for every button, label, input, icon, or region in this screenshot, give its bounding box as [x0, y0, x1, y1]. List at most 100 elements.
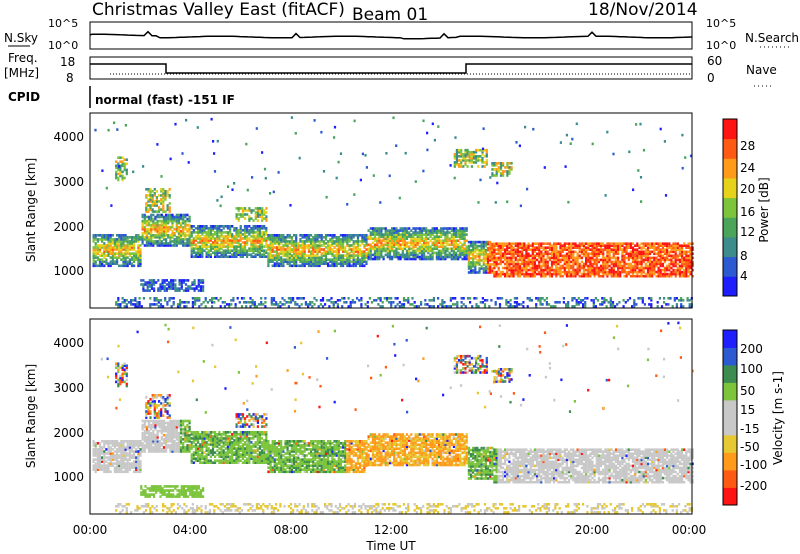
heatmap-cell — [646, 244, 650, 247]
heatmap-cell — [250, 209, 253, 212]
heatmap-cell — [98, 244, 102, 247]
heatmap-cell — [636, 244, 639, 247]
heatmap-cell — [668, 252, 671, 256]
heatmap-cell — [288, 262, 291, 265]
heatmap-cell — [134, 299, 137, 302]
heatmap-cell — [408, 235, 411, 238]
heatmap-cell — [202, 287, 205, 290]
heatmap-cell — [527, 264, 530, 268]
heatmap-cell — [453, 153, 456, 156]
heatmap-cell — [253, 301, 256, 304]
heatmap-cell — [619, 274, 622, 278]
heatmap-cell — [249, 301, 252, 304]
heatmap-cell — [552, 305, 555, 308]
heatmap-cell — [384, 243, 387, 247]
heatmap-cell — [623, 274, 626, 278]
heatmap-cell — [663, 272, 667, 276]
heatmap-cell — [173, 215, 176, 219]
heatmap-cell — [462, 303, 465, 306]
heatmap-cell — [501, 256, 505, 260]
heatmap-cell — [485, 150, 488, 154]
heatmap-cell — [447, 305, 450, 308]
heatmap-cell — [115, 170, 118, 174]
heatmap-cell — [120, 252, 123, 255]
heatmap-cell — [378, 249, 381, 253]
heatmap-cell — [546, 254, 549, 258]
heatmap-cell — [627, 266, 630, 270]
heatmap-cell — [239, 253, 242, 256]
heatmap-cell — [561, 244, 564, 247]
heatmap-cell — [319, 299, 322, 302]
heatmap-cell — [672, 270, 675, 274]
heatmap-cell — [103, 452, 106, 455]
heatmap-cell — [318, 244, 321, 247]
heatmap-cell — [312, 242, 315, 245]
heatmap-cell — [685, 252, 688, 256]
heatmap-cell — [107, 450, 110, 453]
heatmap-cell — [442, 227, 445, 230]
heatmap-cell — [360, 303, 363, 306]
heatmap-cell — [178, 279, 181, 282]
heatmap-cell — [155, 297, 158, 300]
heatmap-cell — [109, 470, 112, 474]
heatmap-cell — [414, 229, 417, 232]
power-colorbar-swatch — [723, 158, 737, 179]
heatmap-cell — [120, 236, 123, 239]
heatmap-cell — [572, 270, 575, 274]
heatmap-cell — [648, 297, 651, 300]
heatmap-cell — [152, 234, 155, 237]
heatmap-cell — [143, 219, 146, 223]
heatmap-cell — [542, 242, 545, 245]
heatmap-cell — [170, 305, 173, 308]
heatmap-cell — [175, 236, 178, 239]
heatmap-cell — [178, 287, 181, 290]
heatmap-cell — [243, 297, 246, 300]
heatmap-cell — [267, 238, 270, 241]
heatmap-cell — [523, 258, 526, 262]
heatmap-cell — [331, 242, 334, 245]
heatmap-cell — [301, 260, 304, 263]
heatmap-cell — [172, 303, 175, 306]
heatmap-cell — [109, 462, 112, 465]
heatmap-cell — [676, 258, 679, 262]
heatmap-cell — [506, 162, 509, 165]
heatmap-cell — [301, 250, 304, 253]
heatmap-cell — [640, 264, 643, 268]
heatmap-cell — [508, 162, 511, 165]
heatmap-cell — [322, 240, 325, 243]
heatmap-cell — [363, 240, 366, 243]
heatmap-cell — [523, 264, 526, 268]
heatmap-cell — [462, 165, 465, 168]
heatmap-cell — [529, 260, 532, 264]
heatmap-cell — [561, 270, 564, 274]
heatmap-cell — [506, 200, 509, 204]
heatmap-cell — [514, 264, 517, 268]
heatmap-cell — [568, 258, 571, 262]
heatmap-cell — [122, 254, 125, 257]
heatmap-cell — [233, 237, 236, 240]
heatmap-cell — [159, 287, 162, 290]
heatmap-cell — [657, 262, 660, 266]
heatmap-cell — [561, 266, 564, 270]
heatmap-cell — [310, 242, 313, 245]
heatmap-cell — [510, 268, 513, 272]
heatmap-cell — [512, 254, 515, 258]
heatmap-cell — [147, 190, 150, 193]
heatmap-cell — [689, 262, 692, 266]
heatmap-cell — [188, 240, 191, 243]
heatmap-cell — [391, 229, 394, 232]
heatmap-cell — [602, 254, 605, 258]
heatmap-cell — [523, 248, 526, 251]
heatmap-cell — [356, 260, 360, 263]
heatmap-cell — [153, 204, 156, 207]
heatmap-cell — [546, 246, 549, 249]
heatmap-cell — [303, 260, 306, 263]
heatmap-cell — [188, 234, 191, 237]
heatmap-cell — [158, 213, 161, 217]
heatmap-cell — [373, 249, 377, 253]
heatmap-cell — [352, 240, 355, 243]
heatmap-cell — [518, 303, 521, 306]
heatmap-cell — [184, 223, 187, 227]
heatmap-cell — [499, 244, 502, 247]
heatmap-cell — [96, 460, 99, 463]
